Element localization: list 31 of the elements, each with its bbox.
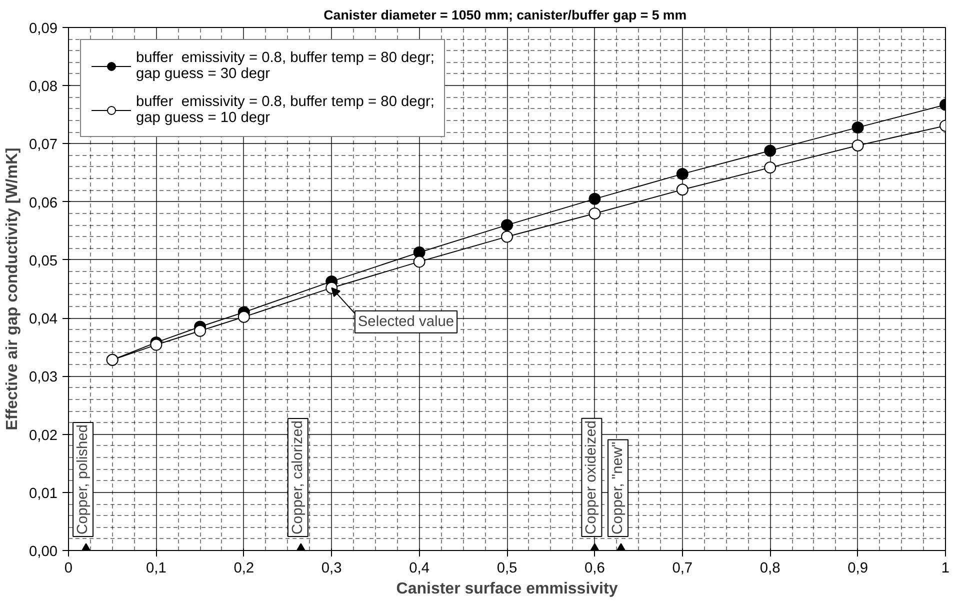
annotation: Copper oxideized [584, 420, 600, 534]
legend-label: buffer emissivity = 0.8, buffer temp = 80 degr; gap guess = 10 degr [136, 94, 434, 126]
y-tick-label: 0,05 [28, 253, 58, 270]
annotation: Copper, "new" [610, 442, 626, 534]
x-tick-label: 0,8 [760, 560, 780, 576]
x-tick-label: 0,9 [848, 560, 868, 576]
annotation: Copper, calorized [290, 420, 306, 534]
x-tick-label: 1 [941, 560, 950, 576]
y-tick-label: 0,04 [28, 312, 58, 328]
y-tick-label: 0,07 [28, 137, 58, 154]
legend-label: buffer emissivity = 0.8, buffer temp = 80 degr; gap guess = 30 degr [136, 50, 434, 82]
annotation: Copper, polished [75, 424, 92, 534]
y-tick-label: 0,00 [28, 544, 58, 560]
y-tick-label: 0,09 [28, 21, 58, 37]
y-tick-label: 0,06 [28, 195, 58, 212]
x-tick-label: 0 [64, 560, 73, 576]
annotation: Selected value [358, 314, 454, 330]
chart-title: Canister diameter = 1050 mm; canister/buffer gap = 5 mm [324, 8, 687, 22]
x-axis-title: Canister surface emmissivity [396, 580, 618, 598]
y-tick-label: 0,02 [28, 428, 58, 444]
x-tick-label: 0,7 [672, 560, 693, 576]
x-tick-label: 0,3 [321, 560, 342, 576]
x-tick-label: 0,5 [496, 560, 518, 576]
y-tick-label: 0,01 [28, 486, 58, 502]
x-tick-label: 0,4 [409, 560, 430, 576]
y-axis-title: Effective air gap conductivity [W/mK] [4, 148, 21, 430]
y-tick-label: 0,08 [28, 79, 58, 96]
y-tick-label: 0,03 [28, 370, 58, 386]
x-tick-label: 0,1 [146, 560, 166, 576]
x-tick-label: 0,2 [234, 560, 254, 576]
x-tick-label: 0,6 [584, 560, 605, 576]
